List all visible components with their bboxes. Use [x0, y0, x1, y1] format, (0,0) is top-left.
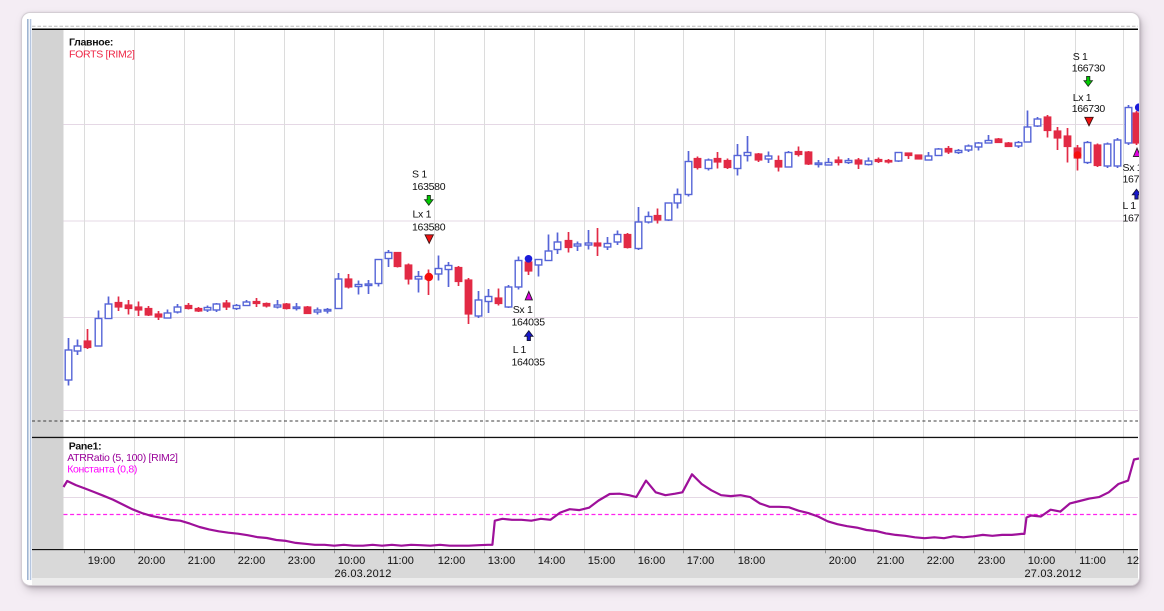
svg-text:23:00: 23:00 — [288, 555, 316, 567]
svg-text:L 1: L 1 — [1123, 200, 1137, 212]
svg-text:16:00: 16:00 — [638, 555, 666, 567]
svg-text:22:00: 22:00 — [927, 555, 955, 567]
svg-text:22:00: 22:00 — [238, 555, 266, 567]
svg-text:S 1: S 1 — [1073, 51, 1088, 63]
svg-text:S 1: S 1 — [412, 169, 427, 181]
svg-text:167030: 167030 — [1123, 213, 1140, 225]
svg-text:Lx 1: Lx 1 — [1073, 92, 1092, 104]
svg-text:11:00: 11:00 — [1079, 555, 1106, 567]
svg-text:20:00: 20:00 — [829, 555, 857, 567]
svg-text:17:00: 17:00 — [687, 555, 715, 567]
svg-text:10:00: 10:00 — [1028, 555, 1056, 567]
svg-text:Sx 1: Sx 1 — [513, 304, 533, 316]
svg-text:11:00: 11:00 — [387, 555, 414, 567]
svg-text:12:00: 12:00 — [1127, 555, 1139, 567]
svg-text:Главное:: Главное: — [69, 37, 113, 49]
svg-text:166730: 166730 — [1072, 63, 1106, 75]
svg-text:Lx 1: Lx 1 — [413, 209, 432, 221]
svg-text:18:00: 18:00 — [738, 555, 766, 567]
svg-text:21:00: 21:00 — [188, 555, 216, 567]
svg-text:14:00: 14:00 — [538, 555, 566, 567]
svg-text:23:00: 23:00 — [978, 555, 1006, 567]
svg-text:15:00: 15:00 — [588, 555, 616, 567]
svg-text:ATRRatio (5, 100) [RIM2]: ATRRatio (5, 100) [RIM2] — [67, 452, 178, 464]
svg-text:167030: 167030 — [1123, 174, 1140, 186]
svg-text:Константа (0,8): Константа (0,8) — [67, 464, 137, 476]
svg-text:10:00: 10:00 — [338, 555, 366, 567]
svg-text:13:00: 13:00 — [488, 555, 516, 567]
svg-text:FORTS [RIM2]: FORTS [RIM2] — [69, 49, 135, 61]
svg-text:166730: 166730 — [1072, 103, 1106, 115]
svg-text:21:00: 21:00 — [877, 555, 905, 567]
svg-text:26.03.2012: 26.03.2012 — [334, 568, 391, 580]
svg-text:163580: 163580 — [412, 222, 446, 234]
svg-text:164035: 164035 — [512, 357, 546, 369]
svg-text:L 1: L 1 — [513, 344, 527, 356]
svg-text:163580: 163580 — [412, 181, 446, 193]
svg-text:19:00: 19:00 — [88, 555, 116, 567]
svg-text:164035: 164035 — [512, 317, 546, 329]
svg-text:Sx 1: Sx 1 — [1123, 162, 1140, 174]
svg-text:Pane1:: Pane1: — [69, 441, 102, 453]
svg-text:20:00: 20:00 — [138, 555, 166, 567]
svg-text:27.03.2012: 27.03.2012 — [1024, 568, 1081, 580]
svg-text:12:00: 12:00 — [438, 555, 466, 567]
